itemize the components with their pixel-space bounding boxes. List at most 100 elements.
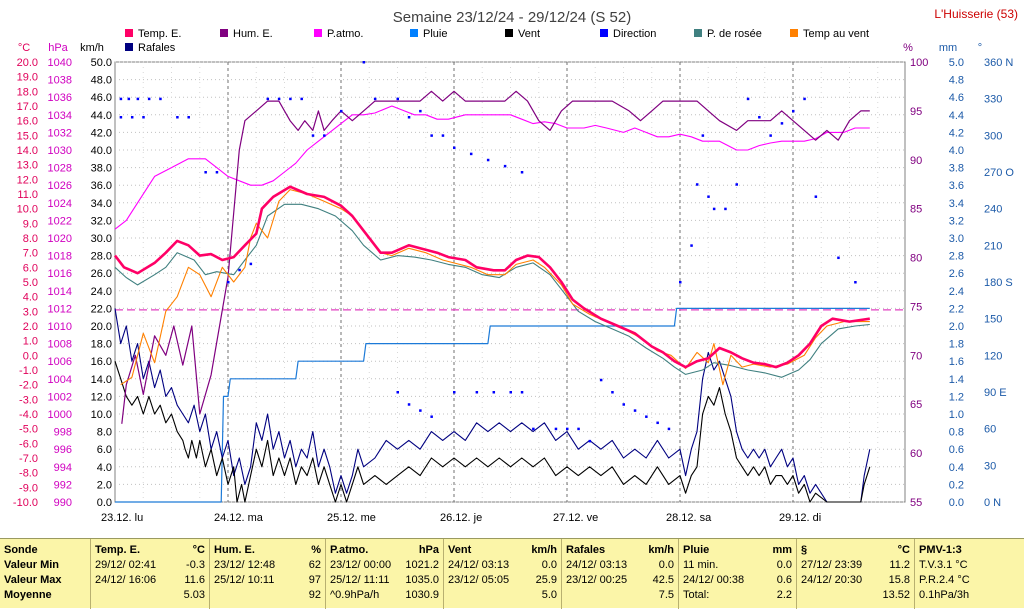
direction-point [147,97,151,101]
row-label: Valeur Max [4,574,62,586]
direction-point [599,378,603,382]
tick-label-wind: 30.0 [91,233,112,245]
tick-label-rain: 0.8 [949,427,964,439]
tick-label-dir: 0 N [984,497,1001,509]
tick-label-press: 1000 [48,409,72,421]
tick-label-x: 23.12. lu [101,512,143,524]
cell-value: 0.0 [541,559,557,571]
cell-value: 11.2 [889,559,910,571]
cell-date: 24/12/ 20:30 [801,574,863,586]
tick-label-temp: 19.0 [17,72,38,84]
direction-point [577,427,580,431]
column-name: Vent [448,544,472,556]
column-header: Hum. E.% [214,543,321,557]
table-cell: 24/12/ 16:06 11.6 [95,573,205,587]
direction-point [311,134,315,137]
tick-label-temp: 1.0 [23,336,38,348]
direction-point [396,97,399,101]
legend-swatch [125,43,133,51]
tick-label-rain: 4.4 [949,110,964,122]
direction-point [441,134,445,137]
direction-point [430,134,433,137]
legend-label: Temp au vent [803,28,869,40]
column-name: Temp. E. [95,544,141,556]
direction-point [249,262,253,266]
tick-label-dir: 330 [984,94,1002,106]
unit-wind: km/h [80,42,104,54]
tick-label-press: 1016 [48,268,72,280]
row-label: Sonde [4,544,38,556]
tick-label-press: 1006 [48,356,72,368]
tick-label-dir: 300 [984,130,1002,142]
direction-point [837,256,840,260]
legend-swatch [314,29,322,37]
tick-label-dir: 210 [984,240,1002,252]
tick-label-temp: 6.0 [23,262,38,274]
column-name: Pluie [683,544,710,556]
unit-dir: ° [978,42,982,54]
direction-point [430,415,433,418]
tick-label-press: 998 [54,427,72,439]
column-header: PMV-1:3 [919,543,1020,557]
cell-date: 29/12/ 02:41 [95,559,157,571]
cell-value: 92 [308,589,321,601]
column-unit: km/h [648,544,674,556]
tick-label-wind: 48.0 [91,75,112,87]
tick-label-temp: 12.0 [17,174,38,186]
tick-label-wind: 12.0 [91,391,112,403]
tick-label-wind: 50.0 [91,57,112,69]
tick-label-wind: 18.0 [91,339,112,351]
legend-label: Vent [518,28,540,40]
tick-label-press: 1030 [48,145,72,157]
cell-date: Total: [683,589,710,601]
cell-date: 23/12/ 05:05 [448,574,510,586]
cell-value: 62 [308,559,321,571]
table-cell: Total: 2.2 [683,588,792,602]
tick-label-rain: 2.0 [949,321,964,333]
direction-point [712,207,716,211]
direction-point [407,116,411,119]
cell-value: 0.0 [658,559,674,571]
table-cell: ^0.9hPa/h 1030.9 [330,588,439,602]
tick-label-rain: 0.4 [949,462,964,474]
statistics-table: Sonde Valeur Min Valeur Max Moyenne Temp. E.… [0,538,1024,609]
column-header: Rafales km/h [566,543,674,557]
direction-point [503,164,507,168]
tick-label-temp: 16.0 [17,116,38,128]
table-cell: 24/12/ 03:13 0.0 [566,558,674,572]
tick-label-press: 1010 [48,321,72,333]
tick-label-temp: 14.0 [17,145,38,157]
tick-label-rain: 4.8 [949,75,964,87]
table-cell: 24/12/ 03:13 0.0 [448,558,557,572]
tick-label-press: 1032 [48,127,72,139]
direction-point [758,116,761,119]
direction-point [679,281,682,284]
tick-label-rain: 3.2 [949,215,964,227]
tick-label-press: 1024 [48,198,72,210]
tick-label-temp: 20.0 [17,57,38,69]
tick-label-temp: 17.0 [17,101,38,113]
tick-label-rain: 3.8 [949,163,964,175]
tick-label-dir: 90 E [984,387,1007,399]
tick-label-temp: 5.0 [23,277,38,289]
tick-label-x: 27.12. ve [553,512,598,524]
tick-label-press: 994 [54,462,72,474]
row-label: Valeur Min [4,559,60,571]
tick-label-press: 990 [54,497,72,509]
legend-swatch [694,29,702,37]
tick-label-rain: 4.6 [949,92,964,104]
tick-label-hum: 55 [910,497,922,509]
series-line-hum [121,90,870,424]
tick-label-press: 1018 [48,251,72,263]
cell-value: 0.6 [776,574,792,586]
legend-swatch [410,29,418,37]
tick-label-rain: 1.8 [949,339,964,351]
table-row-labels: Sonde Valeur Min Valeur Max Moyenne [0,539,90,609]
direction-point [215,171,219,174]
direction-point [492,391,496,394]
direction-point [373,97,377,101]
direction-point [611,391,614,394]
tick-label-press: 1020 [48,233,72,245]
tick-label-rain: 2.6 [949,268,964,280]
tick-label-wind: 22.0 [91,303,112,315]
